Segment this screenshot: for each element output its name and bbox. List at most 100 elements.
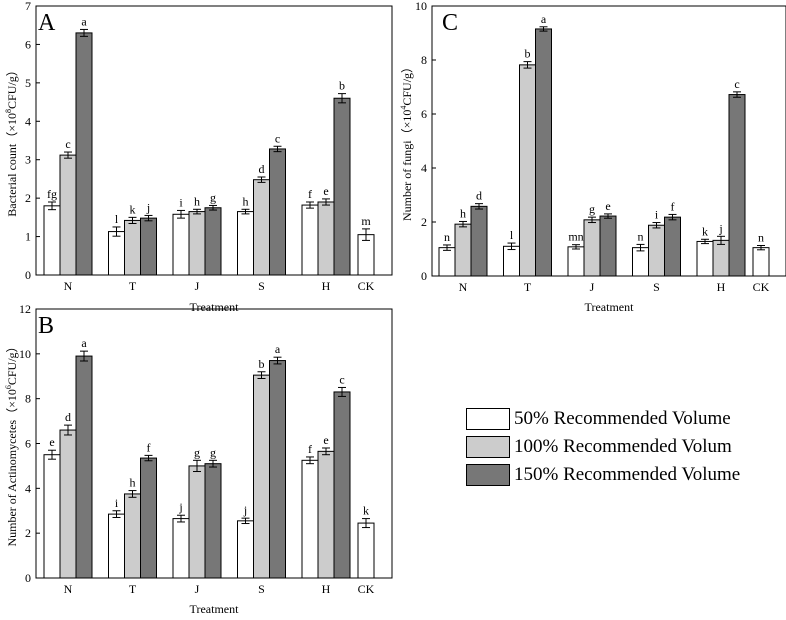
panel-a-ytick-label-2: 2 bbox=[25, 191, 31, 205]
panel-b-letter-s-s2: a bbox=[275, 342, 281, 356]
panel-b-bar-n-s2 bbox=[75, 355, 93, 579]
panel-a-ylabel-tail: CFU/g） bbox=[5, 64, 19, 109]
panel-c-letter-t-s2: a bbox=[541, 12, 547, 26]
panel-b-bar-s-s1 bbox=[253, 374, 270, 579]
panel-c-bar-ck-s0 bbox=[752, 247, 770, 277]
panel-c-letter-j-s2: e bbox=[605, 199, 610, 213]
panel-b-bar-n-s1 bbox=[59, 429, 77, 579]
panel-a-letter-t-s1: k bbox=[130, 202, 136, 216]
panel-b-xlabel: Treatment bbox=[190, 602, 240, 616]
panel-b-letter-t-s1: h bbox=[130, 476, 136, 490]
panel-c-letter-h-s2: c bbox=[734, 77, 739, 91]
panel-b-letter-h-s2: c bbox=[339, 372, 344, 386]
panel-a-xtick-label-ck: CK bbox=[358, 279, 375, 293]
panel-b-letter-ck-s0: k bbox=[363, 504, 369, 518]
panel-b-bar-h-s2 bbox=[333, 391, 351, 579]
panel-c-ylabel-sup: 4 bbox=[399, 106, 408, 110]
panel-c-xtick-label-ck: CK bbox=[753, 280, 770, 294]
panel-b-bar-ck-s0 bbox=[357, 522, 375, 579]
panel-a-ytick-label-6: 6 bbox=[25, 37, 31, 51]
panel-a-bar-j-s0 bbox=[172, 213, 190, 276]
panel-c-bar-t-s1 bbox=[519, 64, 536, 277]
panel-b-ytick-label-3: 6 bbox=[25, 437, 31, 451]
panel-c-xtick-label-j: J bbox=[590, 280, 595, 294]
panel-b-bar-t-s1 bbox=[124, 493, 141, 579]
panel-a-letter-s-s1: d bbox=[259, 162, 265, 176]
panel-c-ytick-label-5: 10 bbox=[415, 0, 427, 13]
panel-b-bar-j-s2 bbox=[204, 463, 222, 579]
panel-a-letter-n-s2: a bbox=[81, 14, 87, 28]
panel-c-label: C bbox=[442, 10, 458, 36]
panel-b-bar-t-s2 bbox=[140, 457, 157, 579]
panel-c-bar-t-s0 bbox=[503, 245, 520, 277]
panel-a-ylabel-main: Bacterial count（×10 bbox=[5, 113, 19, 217]
panel-a-xtick-label-s: S bbox=[258, 279, 265, 293]
legend: 50% Recommended Volume 100% Recommended … bbox=[466, 405, 766, 489]
panel-a-ytick-label-1: 1 bbox=[25, 230, 31, 244]
panel-c-letter-j-s1: g bbox=[589, 202, 595, 216]
panel-b-xtick-label-h: H bbox=[322, 582, 331, 596]
panel-b-bar-j-s1 bbox=[188, 465, 206, 579]
panel-b-bar-h-s0 bbox=[301, 459, 319, 579]
panel-b-ylabel-main: Number of Actinomycetes（×10 bbox=[5, 389, 19, 546]
panel-b-ytick-label-5: 10 bbox=[19, 347, 31, 361]
panel-a-letter-s-s2: c bbox=[275, 131, 280, 145]
legend-item-50: 50% Recommended Volume bbox=[466, 405, 766, 433]
panel-b-ytick-label-2: 4 bbox=[25, 481, 31, 495]
panel-a-letter-t-s0: l bbox=[115, 212, 119, 226]
panel-c-bar-n-s0 bbox=[438, 247, 456, 277]
legend-swatch-100 bbox=[466, 436, 510, 458]
panel-a-letter-j-s1: h bbox=[194, 194, 200, 208]
panel-b-xtick-label-s: S bbox=[258, 582, 265, 596]
panel-c-letter-t-s0: l bbox=[510, 228, 514, 242]
panel-a-bar-s-s1 bbox=[253, 179, 270, 276]
panel-a-letter-ck-s0: m bbox=[361, 214, 371, 228]
panel-a-label: A bbox=[38, 10, 56, 36]
panel-a-xtick-label-t: T bbox=[129, 279, 137, 293]
panel-c-xtick-label-s: S bbox=[653, 280, 660, 294]
panel-b-letter-j-s1: g bbox=[194, 445, 200, 459]
panel-a-letter-j-s0: i bbox=[179, 195, 183, 209]
panel-b-ytick-label-4: 8 bbox=[25, 392, 31, 406]
panel-a-ytick-label-3: 3 bbox=[25, 153, 31, 167]
panel-c-letter-t-s1: b bbox=[525, 47, 531, 61]
panel-c-bar-s-s1 bbox=[648, 224, 665, 277]
panel-c-ytick-label-0: 0 bbox=[421, 269, 427, 283]
panel-a-bar-n-s2 bbox=[75, 32, 93, 276]
panel-c-bar-s-s2 bbox=[664, 216, 681, 277]
panel-b-bar-j-s0 bbox=[172, 518, 190, 579]
panel-a-letter-h-s1: e bbox=[323, 184, 328, 198]
panel-b-bar-n-s0 bbox=[43, 454, 61, 579]
panel-b-xtick-label-ck: CK bbox=[358, 582, 375, 596]
panel-a-bar-s-s0 bbox=[237, 211, 254, 276]
panel-a-ytick-label-5: 5 bbox=[25, 76, 31, 90]
panel-a-xtick-label-j: J bbox=[195, 279, 200, 293]
panel-c-xtick-label-n: N bbox=[459, 280, 468, 294]
panel-a-bar-t-s2 bbox=[140, 217, 157, 276]
panel-a-letter-t-s2: j bbox=[146, 200, 150, 214]
panel-a-ytick-label-7: 7 bbox=[25, 0, 31, 13]
panel-b-letter-n-s1: d bbox=[65, 410, 71, 424]
panel-a-bar-t-s0 bbox=[108, 231, 125, 276]
panel-b-ytick-label-6: 12 bbox=[19, 302, 31, 316]
panel-c-bar-s-s0 bbox=[632, 247, 649, 277]
panel-b-bar-h-s1 bbox=[317, 450, 335, 579]
panel-b-letter-h-s1: e bbox=[323, 433, 328, 447]
panel-a-bar-t-s1 bbox=[124, 219, 141, 276]
panel-b-letter-t-s2: f bbox=[147, 440, 151, 454]
panel-a-letter-s-s0: h bbox=[243, 194, 249, 208]
panel-c-bar-h-s2 bbox=[728, 94, 746, 277]
panel-a-bar-s-s2 bbox=[269, 148, 286, 276]
panel-a-bar-h-s0 bbox=[301, 204, 319, 276]
panel-a-letter-n-s0: fg bbox=[47, 187, 57, 201]
panel-c-bar-h-s0 bbox=[696, 240, 714, 277]
panel-b-label: B bbox=[38, 313, 54, 339]
panel-c-xlabel: Treatment bbox=[585, 300, 635, 314]
panel-b-bar-s-s2 bbox=[269, 360, 286, 579]
panel-c-ytick-label-3: 6 bbox=[421, 107, 427, 121]
panel-c-ytick-label-4: 8 bbox=[421, 53, 427, 67]
panel-a-ylabel: Bacterial count（×108CFU/g） bbox=[4, 64, 19, 216]
panel-a-bar-j-s2 bbox=[204, 207, 222, 276]
panel-c-letter-s-s2: f bbox=[671, 199, 675, 213]
panel-a-letter-j-s2: g bbox=[210, 190, 216, 204]
